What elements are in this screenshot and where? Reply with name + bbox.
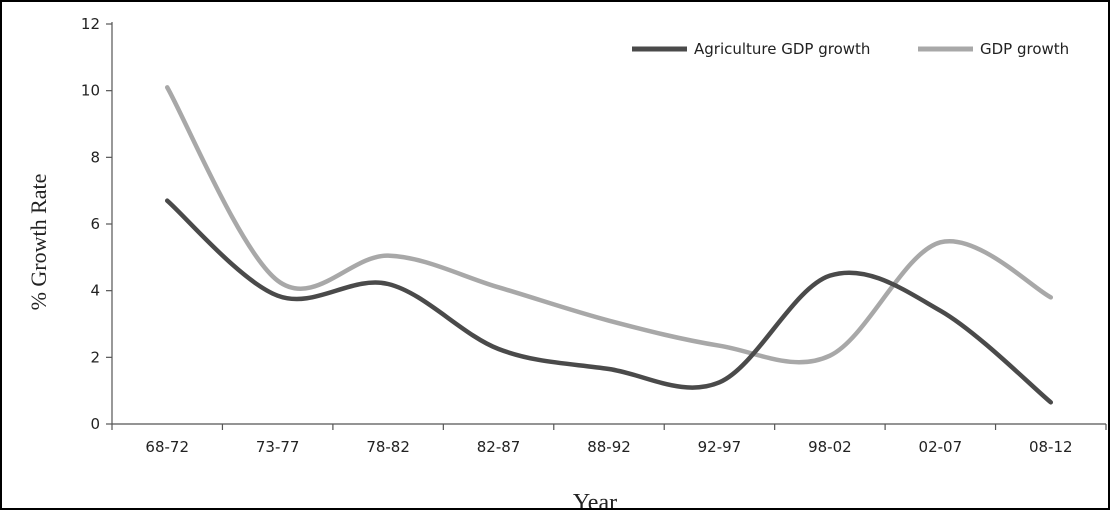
y-tick-label: 6: [90, 215, 100, 233]
y-tick-label: 12: [81, 15, 100, 33]
legend: Agriculture GDP growth GDP growth: [632, 40, 1069, 58]
series-lines: [164, 85, 1054, 405]
legend-label-gdp-growth: GDP growth: [980, 40, 1069, 58]
x-tick-label: 08-12: [1029, 438, 1073, 456]
y-tick-label: 0: [90, 415, 100, 433]
series-line-gdp-growth: [164, 85, 1054, 365]
x-tick-label: 73-77: [256, 438, 300, 456]
x-tick-label: 88-92: [587, 438, 631, 456]
legend-label-agriculture-gdp-growth: Agriculture GDP growth: [694, 40, 870, 58]
x-tick-label: 68-72: [145, 438, 189, 456]
axes: [111, 22, 1106, 425]
x-tick-label: 78-82: [366, 438, 410, 456]
y-tick-label: 4: [90, 282, 100, 300]
x-axis-title: Year: [573, 490, 617, 508]
series-line-agriculture-gdp-growth: [164, 198, 1054, 405]
y-axis-ticks: 0 2 4 6 8 10 12: [81, 15, 112, 433]
y-tick-label: 10: [81, 82, 100, 100]
x-tick-label: 82-87: [477, 438, 521, 456]
y-axis-title: % Growth Rate: [26, 174, 51, 311]
x-tick-label: 02-07: [919, 438, 963, 456]
x-tick-label: 98-02: [808, 438, 852, 456]
y-tick-label: 2: [90, 348, 100, 366]
y-tick-label: 8: [90, 148, 100, 166]
x-tick-label: 92-97: [698, 438, 742, 456]
x-axis-ticks: 68-72 73-77 78-82 82-87 88-92 92-97 98-02 02-07…: [111, 424, 1107, 456]
